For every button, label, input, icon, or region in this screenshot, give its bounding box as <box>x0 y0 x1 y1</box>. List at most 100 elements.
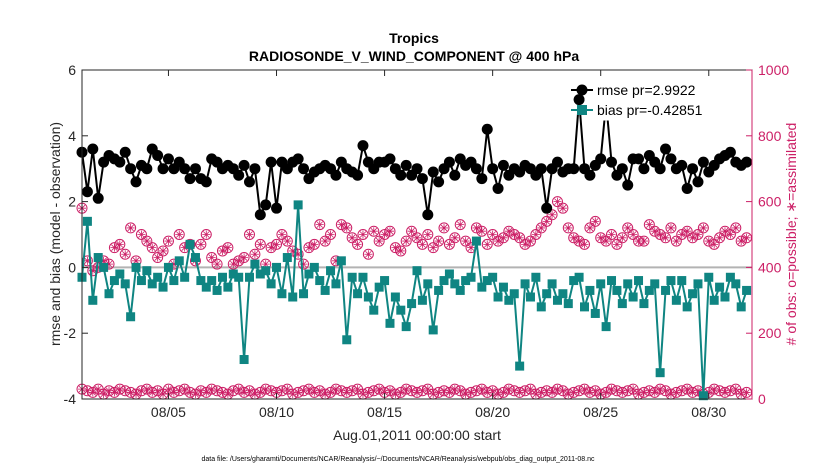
obs-possible-point-lower <box>179 383 191 395</box>
obs-possible-point-lower <box>87 386 99 398</box>
bias-point <box>471 236 481 246</box>
obs-assimilated-point <box>537 388 546 397</box>
obs-assimilated-point <box>126 388 135 397</box>
obs-possible-point <box>687 232 699 244</box>
bias-point <box>423 279 433 289</box>
obs-assimilated-point <box>121 386 130 395</box>
y2-tick-label: 200 <box>758 325 782 341</box>
rmse-point <box>416 173 428 185</box>
obs-possible-point-lower <box>265 385 277 397</box>
rmse-point <box>697 156 709 168</box>
obs-possible-point-lower <box>643 385 655 397</box>
obs-possible-point <box>379 229 391 240</box>
bias-point <box>536 302 546 312</box>
obs-possible-point-lower <box>114 383 126 395</box>
obs-assimilated-point <box>677 386 686 395</box>
obs-possible-point <box>724 229 736 240</box>
obs-assimilated-point <box>569 388 578 397</box>
obs-assimilated-point-upper <box>105 260 114 269</box>
obs-possible-point <box>568 232 580 244</box>
obs-possible-point <box>314 219 326 231</box>
obs-possible-point <box>422 229 434 240</box>
rmse-point <box>352 169 364 181</box>
bias-point <box>136 276 146 286</box>
obs-assimilated-point-upper <box>272 240 281 249</box>
obs-assimilated-point-upper <box>548 210 557 219</box>
rmse-point <box>384 153 396 165</box>
bias-point <box>374 282 384 292</box>
obs-possible-point <box>141 235 153 247</box>
obs-possible-point <box>719 225 731 237</box>
bias-point <box>601 322 611 332</box>
obs-possible-point <box>606 229 618 240</box>
bias-point <box>698 391 708 401</box>
obs-possible-point <box>135 229 147 240</box>
bias-point <box>250 259 260 269</box>
obs-assimilated-point-upper <box>461 237 470 246</box>
bias-point <box>99 262 109 272</box>
obs-possible-point-lower <box>724 385 736 397</box>
bias-point <box>407 299 417 309</box>
obs-assimilated-point <box>504 385 513 394</box>
obs-possible-point <box>265 242 277 254</box>
obs-assimilated-point-upper <box>504 227 513 236</box>
obs-assimilated-point-upper <box>645 220 654 229</box>
bias-point <box>245 272 254 282</box>
obs-possible-point <box>395 245 407 257</box>
obs-possible-point <box>616 232 628 244</box>
obs-possible-point <box>238 252 250 264</box>
bias-point <box>563 299 573 309</box>
rmse-point <box>660 143 672 155</box>
obs-possible-point <box>222 242 234 254</box>
obs-assimilated-point-upper <box>688 233 697 242</box>
obs-assimilated-point <box>634 390 643 399</box>
obs-possible-point <box>535 222 547 234</box>
obs-assimilated-point <box>742 388 751 397</box>
bias-point <box>617 299 627 309</box>
bias-point <box>725 272 735 282</box>
obs-assimilated-point <box>461 390 470 399</box>
obs-possible-point <box>292 248 304 260</box>
obs-possible-point <box>649 225 661 237</box>
bias-point <box>255 269 265 279</box>
bias-point <box>531 272 541 282</box>
obs-assimilated-point <box>299 386 308 395</box>
obs-assimilated-point-upper <box>364 250 373 259</box>
obs-possible-point <box>681 225 693 237</box>
bias-point <box>326 266 336 276</box>
rmse-point <box>741 156 753 168</box>
obs-possible-point-lower <box>346 385 358 397</box>
obs-assimilated-point-upper <box>612 240 621 249</box>
bias-point <box>444 269 454 279</box>
bias-point <box>580 302 589 312</box>
obs-assimilated-point <box>288 390 297 399</box>
obs-possible-point-lower <box>216 386 228 398</box>
obs-possible-point-lower <box>654 383 666 395</box>
obs-assimilated-point-upper <box>331 256 340 265</box>
obs-possible-point <box>514 232 526 244</box>
obs-assimilated-point <box>369 386 378 395</box>
rmse-point <box>271 202 283 214</box>
obs-assimilated-point <box>483 388 492 397</box>
obs-assimilated-point <box>645 386 654 395</box>
obs-possible-point <box>665 222 677 234</box>
bias-point <box>655 368 665 378</box>
obs-assimilated-point-upper <box>467 243 476 252</box>
obs-possible-point-lower <box>600 386 612 398</box>
bias-point <box>704 272 714 282</box>
obs-assimilated-point-upper <box>337 220 346 229</box>
obs-assimilated-point <box>467 388 476 397</box>
obs-assimilated-point <box>472 386 481 395</box>
bias-point <box>466 272 476 282</box>
bias-point <box>498 282 508 292</box>
obs-possible-point <box>481 238 493 250</box>
rmse-point <box>470 163 482 175</box>
bias-point <box>196 276 206 286</box>
obs-assimilated-point-upper <box>580 240 589 249</box>
obs-assimilated-point-upper <box>742 233 751 242</box>
obs-assimilated-point-upper <box>445 240 454 249</box>
bias-point <box>477 282 487 292</box>
bias-point <box>661 285 671 295</box>
bias-point <box>120 279 130 289</box>
bias-point <box>650 279 660 289</box>
